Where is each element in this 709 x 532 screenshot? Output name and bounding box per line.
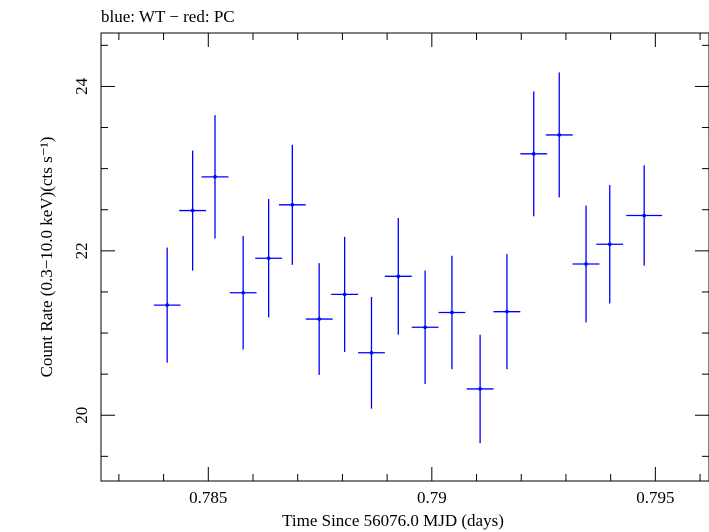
x-tick-label: 0.79 <box>417 488 447 507</box>
data-marker <box>478 387 482 391</box>
data-marker <box>505 309 509 314</box>
y-tick-label: 22 <box>72 242 91 259</box>
data-point <box>153 247 181 363</box>
y-axis-label: Count Rate (0.3−10.0 keV)(cts s⁻¹) <box>37 137 56 378</box>
y-tick-label: 24 <box>72 77 91 95</box>
data-marker <box>557 133 562 137</box>
data-point <box>255 199 283 318</box>
data-marker <box>342 292 347 297</box>
data-point <box>331 236 359 352</box>
data-marker <box>290 203 295 207</box>
data-marker <box>607 242 612 247</box>
x-axis-label: Time Since 56076.0 MJD (days) <box>282 511 504 530</box>
data-point <box>411 270 439 385</box>
x-tick-label: 0.795 <box>636 488 674 507</box>
data-marker <box>266 256 271 261</box>
data-marker <box>317 317 321 321</box>
data-marker <box>241 290 245 295</box>
data-marker <box>584 262 588 266</box>
data-point <box>493 254 521 370</box>
data-point <box>358 296 385 409</box>
data-point <box>305 263 333 375</box>
data-marker <box>369 350 374 355</box>
x-tick-label: 0.785 <box>189 488 227 507</box>
data-point <box>572 205 600 323</box>
data-point <box>438 255 466 370</box>
plot-frame <box>100 32 709 482</box>
data-marker <box>190 208 195 213</box>
x-axis: 0.785 0.79 0.795 <box>118 33 701 507</box>
wt-series <box>153 72 663 444</box>
data-point <box>596 185 624 304</box>
data-point <box>179 150 207 271</box>
data-point <box>384 217 412 335</box>
data-point <box>278 144 306 265</box>
data-marker <box>423 325 427 330</box>
data-point <box>520 91 548 217</box>
data-point <box>466 334 494 444</box>
data-marker <box>642 213 646 218</box>
data-marker <box>213 175 217 179</box>
chart-title: blue: WT − red: PC <box>101 7 235 26</box>
y-axis: 20 22 24 <box>72 44 709 457</box>
data-marker <box>450 310 454 315</box>
data-marker <box>531 152 536 156</box>
data-point <box>229 236 257 350</box>
data-marker <box>396 274 401 279</box>
data-point <box>626 165 663 266</box>
data-point <box>201 115 229 239</box>
data-marker <box>165 303 169 307</box>
y-tick-label: 20 <box>72 407 91 424</box>
data-point <box>545 72 573 198</box>
